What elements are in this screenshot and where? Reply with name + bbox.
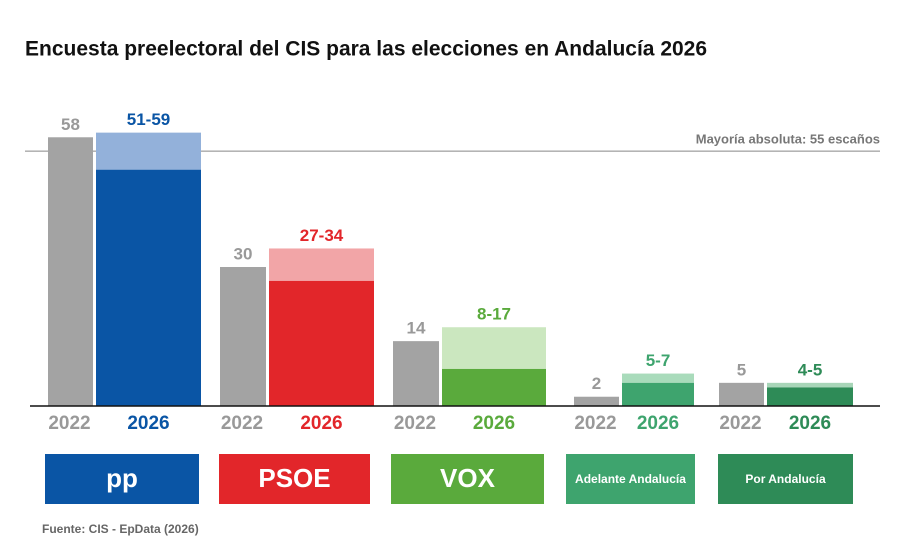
party-name: pp [106,463,138,493]
year-label: 2026 [300,413,342,434]
value-label: 5 [737,360,746,379]
bar-previous [220,267,266,406]
year-label: 2022 [221,413,263,434]
value-label: 58 [61,115,80,134]
bar-minimum [622,382,694,406]
party-name: PSOE [258,463,330,493]
bar-range [442,327,546,369]
value-label: 8-17 [477,305,511,324]
party-name: Adelante Andalucía [575,472,686,486]
party-logo [566,454,695,504]
bar-minimum [767,387,853,406]
party-logo [391,454,544,504]
year-label: 2022 [394,413,436,434]
bar-range [269,248,374,281]
bar-previous [48,137,93,406]
chart-title: Encuesta preelectoral del CIS para las e… [25,38,707,61]
value-label: 4-5 [798,360,823,379]
bar-previous [574,396,619,406]
reference-label: Mayoría absoluta: 55 escaños [696,132,880,147]
year-label: 2026 [473,413,515,434]
party-logo [45,454,199,504]
party-name: VOX [440,463,496,493]
year-label: 2026 [789,413,831,434]
year-label: 2022 [48,413,90,434]
bar-range [622,373,694,383]
bar-previous [719,382,764,406]
value-label: 30 [234,244,253,263]
value-label: 51-59 [127,110,170,129]
bar-minimum [442,368,546,406]
value-label: 5-7 [646,351,671,370]
value-label: 2 [592,374,601,393]
party-logo [219,454,370,504]
year-label: 2022 [574,413,616,434]
year-label: 2022 [719,413,761,434]
value-label: 14 [407,319,426,338]
year-label: 2026 [637,413,679,434]
bar-minimum [96,169,201,406]
bar-range [96,132,201,170]
bar-range [767,382,853,388]
party-logo [718,454,853,504]
party-name: Por Andalucía [745,472,826,486]
bar-minimum [269,280,374,406]
value-label: 27-34 [300,226,344,245]
source: Fuente: CIS - EpData (2026) [42,522,199,536]
bar-previous [393,341,439,406]
year-label: 2026 [127,413,169,434]
